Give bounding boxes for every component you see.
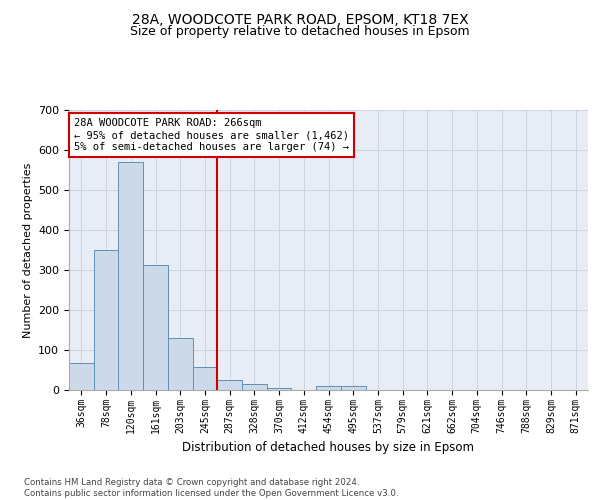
Text: Size of property relative to detached houses in Epsom: Size of property relative to detached ho… bbox=[130, 25, 470, 38]
Bar bbox=[193, 367, 217, 390]
Bar bbox=[118, 162, 143, 390]
Text: Contains HM Land Registry data © Crown copyright and database right 2024.
Contai: Contains HM Land Registry data © Crown c… bbox=[24, 478, 398, 498]
Text: 28A WOODCOTE PARK ROAD: 266sqm
← 95% of detached houses are smaller (1,462)
5% o: 28A WOODCOTE PARK ROAD: 266sqm ← 95% of … bbox=[74, 118, 349, 152]
Bar bbox=[242, 384, 267, 390]
Bar bbox=[143, 265, 168, 390]
Bar bbox=[94, 250, 118, 390]
Text: 28A, WOODCOTE PARK ROAD, EPSOM, KT18 7EX: 28A, WOODCOTE PARK ROAD, EPSOM, KT18 7EX bbox=[131, 12, 469, 26]
Bar bbox=[316, 386, 341, 390]
Bar bbox=[217, 380, 242, 390]
Bar bbox=[267, 388, 292, 390]
Bar bbox=[69, 363, 94, 390]
X-axis label: Distribution of detached houses by size in Epsom: Distribution of detached houses by size … bbox=[182, 441, 475, 454]
Bar bbox=[341, 386, 365, 390]
Bar bbox=[168, 338, 193, 390]
Y-axis label: Number of detached properties: Number of detached properties bbox=[23, 162, 32, 338]
